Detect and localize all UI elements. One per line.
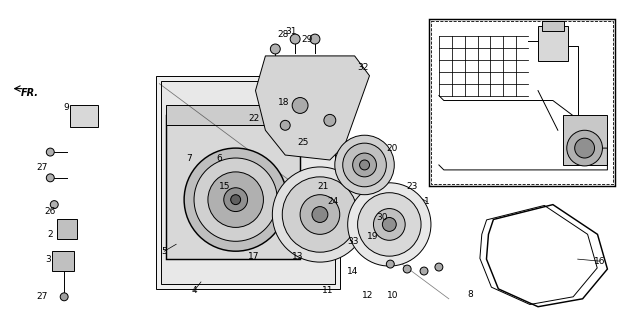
Text: 17: 17 [248,252,259,261]
Text: 23: 23 [406,182,418,191]
Circle shape [300,195,339,234]
Text: 11: 11 [322,286,334,295]
Circle shape [343,143,386,187]
Polygon shape [57,220,77,239]
Circle shape [272,167,368,262]
Circle shape [46,174,54,182]
Polygon shape [162,81,335,284]
Text: 28: 28 [278,30,289,39]
Circle shape [567,130,602,166]
Bar [542,21,564,31]
Circle shape [310,34,320,44]
Circle shape [184,148,287,251]
Polygon shape [255,56,369,160]
Text: 22: 22 [248,114,259,123]
Circle shape [290,34,300,44]
Text: 19: 19 [367,232,378,241]
Text: 33: 33 [347,237,358,246]
Text: 20: 20 [387,144,398,153]
Bar [563,116,607,165]
Bar [538,26,568,61]
Bar [166,106,300,125]
Bar [429,19,615,186]
Text: 32: 32 [357,63,368,72]
Circle shape [373,209,405,240]
Circle shape [46,148,54,156]
Circle shape [358,193,421,256]
Circle shape [420,267,428,275]
Text: 5: 5 [162,247,167,256]
Text: 26: 26 [44,207,56,216]
Circle shape [282,177,358,252]
Circle shape [403,265,411,273]
Circle shape [280,120,290,130]
Text: 18: 18 [278,98,289,107]
Circle shape [312,207,328,222]
Circle shape [335,135,394,195]
Text: 14: 14 [347,267,358,276]
Polygon shape [52,251,74,271]
Circle shape [575,138,595,158]
Text: 7: 7 [186,154,192,163]
Text: 25: 25 [298,138,309,147]
Circle shape [270,44,280,54]
Circle shape [386,260,394,268]
Text: 4: 4 [191,286,197,295]
Text: 27: 27 [37,292,48,301]
Circle shape [60,293,68,301]
Circle shape [292,98,308,113]
Text: 27: 27 [37,164,48,172]
Bar [70,106,98,127]
Text: 9: 9 [63,103,69,112]
Circle shape [324,114,336,126]
Text: 1: 1 [424,197,430,206]
Text: 31: 31 [285,27,297,36]
Text: 16: 16 [593,257,605,266]
Text: 6: 6 [216,154,222,163]
Bar [431,21,613,184]
Text: 12: 12 [362,291,373,300]
Polygon shape [157,76,339,289]
Text: 8: 8 [468,290,474,299]
Circle shape [359,160,369,170]
Circle shape [353,153,376,177]
Text: 15: 15 [219,182,230,191]
Text: 24: 24 [327,197,338,206]
Circle shape [194,158,277,241]
Text: 29: 29 [301,35,313,44]
Circle shape [435,263,443,271]
Text: 2: 2 [47,230,53,239]
Circle shape [348,183,431,266]
Circle shape [231,195,241,204]
Text: 10: 10 [386,291,398,300]
Text: 3: 3 [46,255,51,264]
Text: 30: 30 [377,213,388,222]
Text: 13: 13 [293,252,304,261]
Text: FR.: FR. [21,88,39,98]
Text: 21: 21 [317,182,329,191]
Bar [166,116,300,259]
Circle shape [224,188,248,212]
Circle shape [51,201,58,209]
Circle shape [383,218,396,231]
Circle shape [208,172,263,228]
